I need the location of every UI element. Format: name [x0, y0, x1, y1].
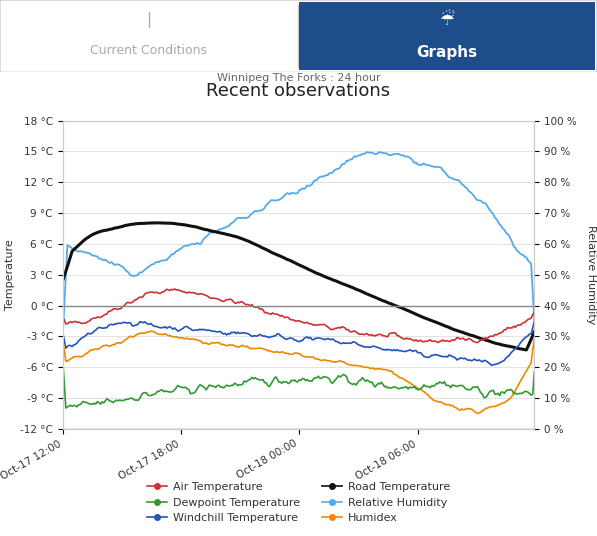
Y-axis label: Temperature: Temperature [5, 240, 14, 310]
Y-axis label: Relative Humidity: Relative Humidity [586, 225, 596, 324]
Text: ☔: ☔ [439, 11, 454, 29]
Text: Winnipeg The Forks : 24 hour: Winnipeg The Forks : 24 hour [217, 73, 380, 83]
Text: Graphs: Graphs [417, 45, 478, 59]
Legend: Air Temperature, Dewpoint Temperature, Windchill Temperature, Road Temperature, : Air Temperature, Dewpoint Temperature, W… [143, 478, 454, 528]
Text: |: | [146, 12, 152, 28]
Text: Current Conditions: Current Conditions [91, 44, 208, 57]
FancyBboxPatch shape [0, 0, 597, 72]
Title: Recent observations: Recent observations [207, 81, 390, 100]
Bar [299, 2, 595, 70]
